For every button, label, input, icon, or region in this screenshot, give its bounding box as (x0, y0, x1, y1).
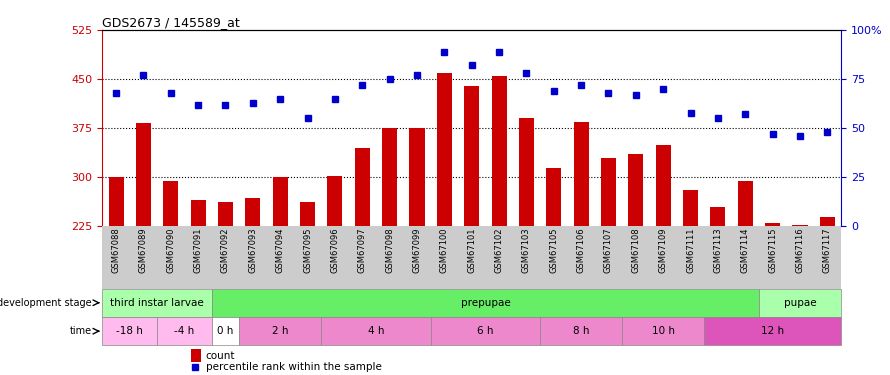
Bar (102, 288, 212, 317)
Bar (820, 217, 835, 226)
Text: GSM67094: GSM67094 (276, 228, 285, 273)
Bar (409, 128, 425, 226)
Text: GSM67111: GSM67111 (686, 228, 695, 273)
Text: GSM67098: GSM67098 (385, 228, 394, 273)
Text: GSM67092: GSM67092 (221, 228, 230, 273)
Text: GSM67096: GSM67096 (330, 228, 339, 273)
Bar (109, 177, 124, 226)
Text: GSM67113: GSM67113 (714, 228, 723, 273)
Bar (628, 154, 643, 226)
Bar (765, 223, 781, 226)
Bar (683, 190, 698, 226)
Text: GSM67109: GSM67109 (659, 228, 668, 273)
Text: GSM67099: GSM67099 (412, 228, 422, 273)
Text: GSM67091: GSM67091 (194, 228, 203, 273)
Text: GSM67103: GSM67103 (522, 228, 531, 273)
Bar (246, 198, 261, 226)
Bar (792, 225, 807, 226)
Bar (136, 123, 151, 226)
Bar (465, 86, 479, 226)
Bar (218, 202, 233, 226)
Text: percentile rank within the sample: percentile rank within the sample (206, 362, 382, 372)
Bar (157, 317, 212, 345)
Text: GDS2673 / 145589_at: GDS2673 / 145589_at (102, 16, 240, 29)
Bar (300, 202, 315, 226)
Text: count: count (206, 351, 235, 361)
Text: third instar larvae: third instar larvae (110, 298, 204, 308)
Bar (656, 145, 671, 226)
Text: 10 h: 10 h (651, 326, 675, 336)
Text: GSM67102: GSM67102 (495, 228, 504, 273)
Bar (190, 200, 206, 226)
Text: GSM67116: GSM67116 (796, 228, 805, 273)
Bar (491, 76, 506, 226)
Bar (759, 288, 841, 317)
Text: GSM67089: GSM67089 (139, 228, 148, 273)
Text: -18 h: -18 h (117, 326, 143, 336)
Text: GSM67090: GSM67090 (166, 228, 175, 273)
Bar (738, 181, 753, 226)
Text: 6 h: 6 h (477, 326, 494, 336)
Bar (321, 317, 431, 345)
Text: 4 h: 4 h (368, 326, 384, 336)
Bar (704, 317, 841, 345)
Bar (574, 122, 588, 226)
Bar (431, 317, 540, 345)
Text: GSM67108: GSM67108 (631, 228, 641, 273)
Text: 0 h: 0 h (217, 326, 234, 336)
Bar (382, 128, 397, 226)
Bar (519, 118, 534, 226)
Text: GSM67100: GSM67100 (440, 228, 449, 273)
Bar (546, 168, 562, 226)
Text: GSM67107: GSM67107 (604, 228, 613, 273)
Text: -4 h: -4 h (174, 326, 195, 336)
Bar (239, 317, 321, 345)
Text: GSM67114: GSM67114 (740, 228, 749, 273)
Text: 2 h: 2 h (272, 326, 288, 336)
Bar (328, 176, 343, 226)
Text: time: time (69, 326, 92, 336)
Bar (163, 181, 178, 226)
Text: GSM67097: GSM67097 (358, 228, 367, 273)
Bar (601, 158, 616, 226)
Text: GSM67088: GSM67088 (111, 228, 120, 273)
Bar (272, 177, 287, 226)
Bar (710, 207, 725, 226)
Bar (540, 317, 622, 345)
Text: GSM67101: GSM67101 (467, 228, 476, 273)
Bar (212, 317, 239, 345)
Text: prepupae: prepupae (460, 298, 510, 308)
Text: development stage: development stage (0, 298, 92, 308)
Text: GSM67095: GSM67095 (303, 228, 312, 273)
Text: GSM67117: GSM67117 (823, 228, 832, 273)
Text: 12 h: 12 h (761, 326, 784, 336)
Text: pupae: pupae (784, 298, 816, 308)
Bar (212, 288, 759, 317)
Bar (355, 148, 369, 226)
Bar (102, 317, 157, 345)
Bar (622, 317, 704, 345)
Text: GSM67105: GSM67105 (549, 228, 558, 273)
Bar (437, 73, 452, 226)
Text: 8 h: 8 h (573, 326, 589, 336)
Text: GSM67106: GSM67106 (577, 228, 586, 273)
Bar (191, 349, 200, 362)
Text: GSM67115: GSM67115 (768, 228, 777, 273)
Text: GSM67093: GSM67093 (248, 228, 257, 273)
